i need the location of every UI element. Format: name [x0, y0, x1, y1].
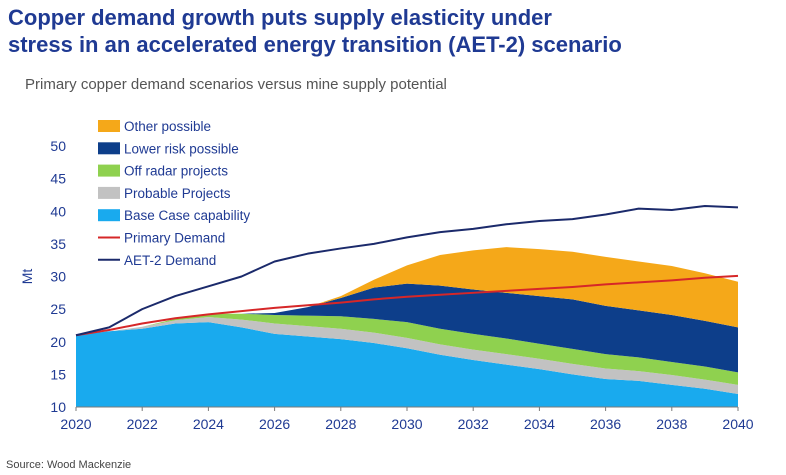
legend-label-lower-risk-possible: Lower risk possible [124, 141, 239, 156]
y-tick-label: 35 [50, 236, 66, 252]
chart-title: Copper demand growth puts supply elastic… [8, 4, 778, 58]
area-other-possible [76, 247, 738, 336]
area-off-radar-projects [76, 313, 738, 385]
source-note: Source: Wood Mackenzie [6, 459, 132, 471]
x-tick-label: 2022 [127, 416, 158, 432]
area-lower-risk-possible [76, 283, 738, 373]
x-tick-label: 2026 [259, 416, 290, 432]
legend-label-aet-2-demand: AET-2 Demand [124, 253, 216, 268]
x-tick-label: 2032 [458, 416, 489, 432]
x-tick-label: 2024 [193, 416, 224, 432]
legend-label-base-case-capability: Base Case capability [124, 208, 250, 223]
y-tick-label: 15 [50, 366, 66, 382]
line-primary-demand [75, 274, 739, 337]
legend-swatch-lower-risk-possible [98, 142, 120, 155]
y-tick-label: 30 [50, 269, 66, 285]
y-tick-label: 40 [50, 203, 66, 219]
line-aet-2-demand [75, 205, 739, 337]
chart-subtitle: Primary copper demand scenarios versus m… [25, 76, 447, 93]
axes: 2020 2022 2024 2026 2028 2030 2032 2034 2036 2038… [19, 138, 754, 432]
x-tick-label: 2034 [524, 416, 555, 432]
legend-label-primary-demand: Primary Demand [124, 231, 225, 246]
y-tick-label: 45 [50, 171, 66, 187]
chart-title-line-1: Copper demand growth puts supply elastic… [8, 5, 552, 30]
y-axis-label: Mt [19, 269, 35, 285]
legend-swatch-off-radar-projects [98, 164, 120, 177]
y-tick-label: 25 [50, 301, 66, 317]
x-tick-label: 2020 [60, 416, 91, 432]
x-tick-label: 2030 [391, 416, 422, 432]
chart-title-line-2: stress in an accelerated energy transiti… [8, 32, 622, 57]
legend-label-other-possible: Other possible [124, 119, 211, 134]
x-tick-label: 2038 [656, 416, 687, 432]
y-tick-label: 20 [50, 334, 66, 350]
x-tick-label: 2028 [325, 416, 356, 432]
stacked-areas [76, 247, 738, 407]
y-tick-label: 10 [50, 399, 66, 415]
legend-swatch-base-case-capability [98, 209, 120, 222]
legend: Other possible Lower risk possible Off rad… [98, 119, 250, 268]
area-base-case-capability [76, 322, 738, 407]
legend-swatch-probable-projects [98, 186, 120, 199]
x-tick-label: 2036 [590, 416, 621, 432]
demand-lines [75, 205, 739, 337]
y-tick-label: 50 [50, 138, 66, 154]
x-tick-label: 2040 [722, 416, 753, 432]
legend-label-off-radar-projects: Off radar projects [124, 164, 228, 179]
legend-swatch-other-possible [98, 120, 120, 132]
legend-label-probable-projects: Probable Projects [124, 186, 231, 201]
